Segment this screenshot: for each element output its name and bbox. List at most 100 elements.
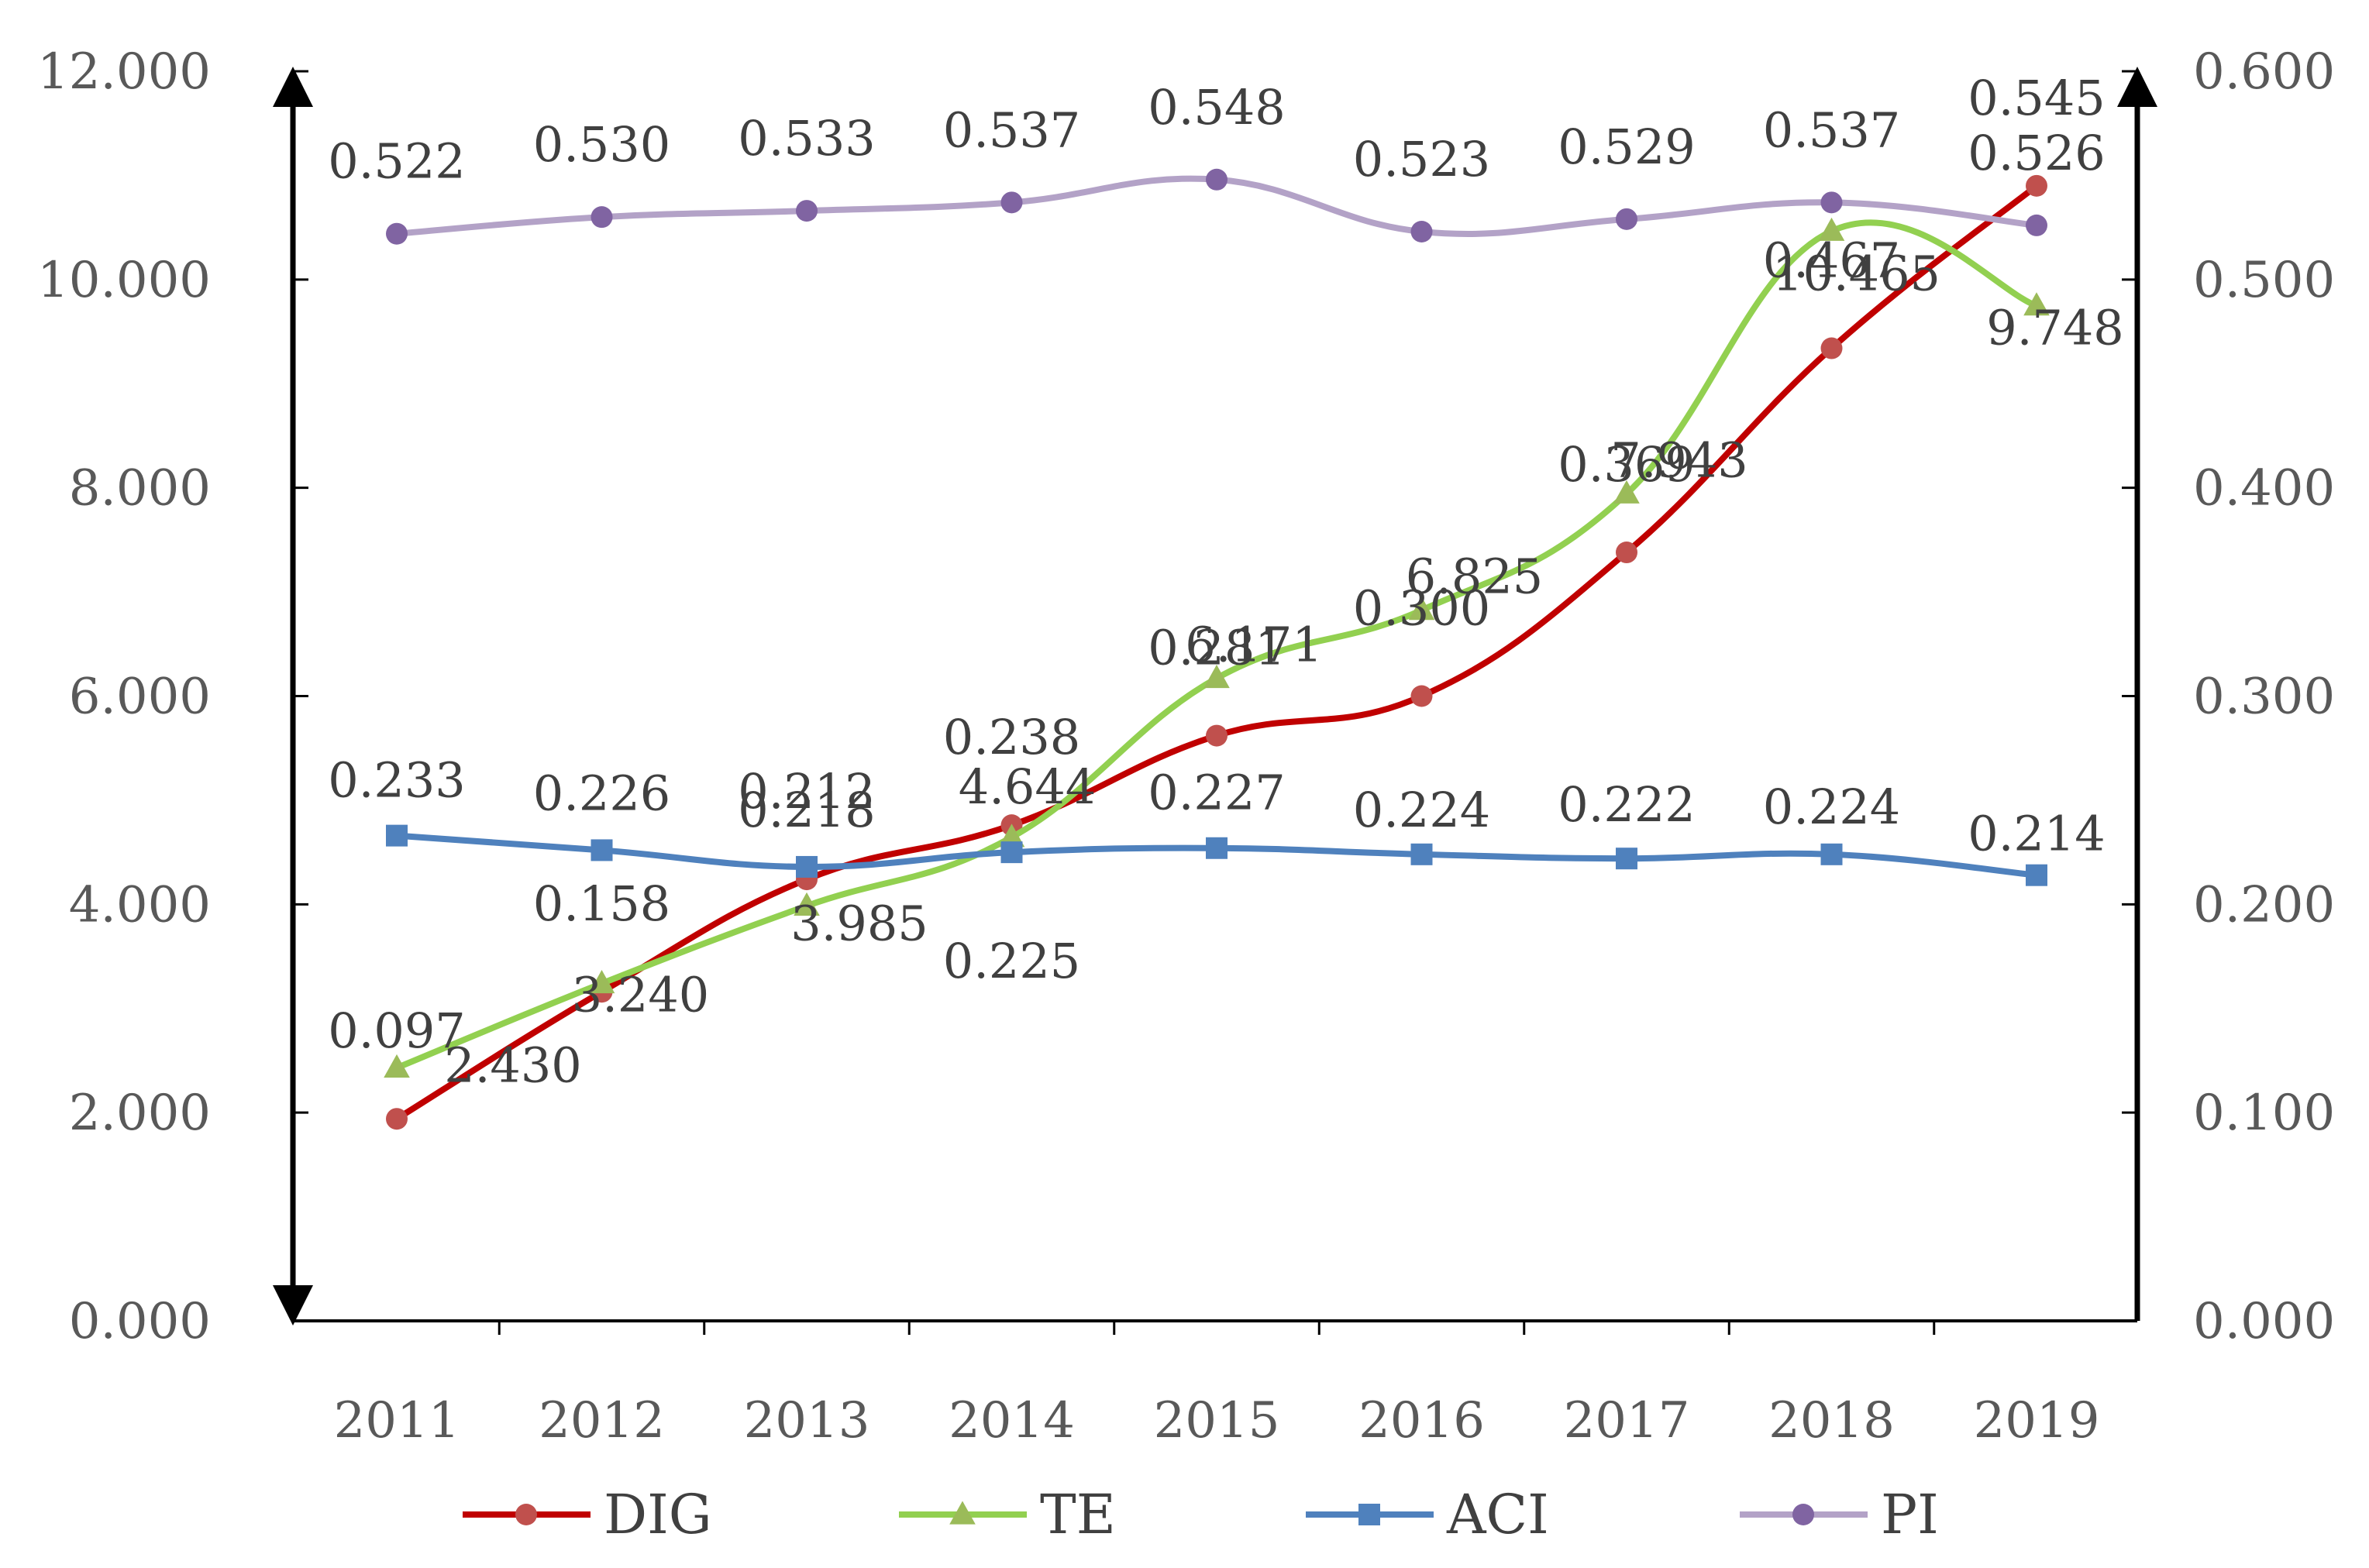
x-tick-label: 2016 — [1358, 1392, 1485, 1449]
aci-data-label: 0.222 — [1558, 776, 1696, 833]
left-tick-label: 2.000 — [69, 1085, 211, 1142]
pi-point-marker — [1206, 168, 1228, 191]
aci-point-marker — [1206, 837, 1228, 859]
series-layer — [384, 168, 2050, 1130]
left-tick-label: 6.000 — [69, 669, 211, 726]
te-point-marker — [794, 892, 820, 916]
dig-data-label: 0.467 — [1763, 232, 1901, 289]
left-tick-label: 4.000 — [69, 876, 211, 934]
pi-data-label: 0.522 — [328, 133, 466, 190]
left-tick-label: 12.000 — [37, 43, 211, 101]
dig-data-label: 0.212 — [738, 763, 876, 820]
dig-data-label: 0.281 — [1148, 620, 1286, 676]
dig-data-label: 0.545 — [1968, 70, 2106, 126]
dig-series-line — [394, 182, 2040, 1123]
x-tick-label: 2018 — [1768, 1392, 1895, 1449]
aci-data-label: 0.225 — [943, 933, 1081, 989]
te-series-line — [394, 219, 2040, 1071]
te-point-marker — [2023, 292, 2050, 316]
x-tick-label: 2017 — [1564, 1392, 1690, 1449]
te-data-label: 6.171 — [1185, 617, 1323, 673]
dig-data-label: 0.300 — [1353, 580, 1491, 637]
data-labels-layer: 0.097 0.158 0.212 0.238 0.281 0.300 0.369 0.467… — [328, 70, 2124, 1094]
pi-point-marker — [1820, 191, 1843, 214]
aci-point-marker — [591, 839, 613, 861]
right-tick-label: 0.400 — [2193, 460, 2335, 518]
left-tick-label: 0.000 — [69, 1293, 211, 1350]
dig-data-label: 0.097 — [328, 1002, 466, 1059]
dig-point-marker — [1206, 724, 1228, 747]
te-data-label: 2.430 — [444, 1037, 582, 1093]
right-tick-label: 0.300 — [2193, 669, 2335, 726]
left-tick-label: 8.000 — [69, 460, 211, 518]
te-data-label: 6.825 — [1406, 548, 1544, 605]
aci-point-marker — [1000, 841, 1023, 864]
pi-data-label: 0.530 — [533, 116, 671, 173]
x-tick-label: 2014 — [949, 1392, 1075, 1449]
legend-te-marker — [949, 1501, 976, 1525]
te-point-marker — [384, 1054, 410, 1078]
te-point-marker — [588, 969, 615, 994]
te-data-label: 4.644 — [959, 758, 1097, 815]
pi-data-label: 0.523 — [1353, 131, 1491, 187]
pi-data-label: 0.529 — [1558, 119, 1696, 175]
pi-data-label: 0.526 — [1968, 125, 2106, 181]
aci-data-label: 0.227 — [1148, 765, 1286, 821]
legend-pi-marker — [1792, 1504, 1814, 1525]
pi-data-label: 0.533 — [738, 110, 876, 167]
pi-data-label: 0.537 — [1763, 101, 1901, 158]
legend-dig-label: DIG — [604, 1483, 712, 1546]
right-tick-label: 0.500 — [2193, 252, 2335, 309]
aci-point-marker — [1616, 848, 1637, 870]
pi-point-marker — [796, 200, 818, 222]
dig-data-label: 0.158 — [533, 875, 671, 932]
x-tick-label: 2011 — [334, 1392, 460, 1449]
te-point-marker — [998, 824, 1025, 848]
aci-point-marker — [386, 824, 408, 847]
pi-point-marker — [1000, 191, 1023, 214]
aci-point-marker — [2026, 864, 2047, 886]
left-tick-label: 10.000 — [37, 252, 211, 309]
aci-data-label: 0.233 — [328, 752, 466, 809]
dig-point-marker — [2026, 174, 2047, 197]
dig-data-label: 0.369 — [1558, 436, 1696, 493]
aci-point-marker — [1410, 843, 1433, 865]
aci-data-label: 0.214 — [1968, 806, 2106, 862]
x-tick-label: 2012 — [539, 1392, 665, 1449]
legend-te-label: TE — [1040, 1483, 1116, 1546]
aci-point-marker — [1820, 843, 1843, 865]
aci-point-marker — [796, 855, 818, 878]
pi-point-marker — [386, 222, 408, 245]
right-tick-label: 0.100 — [2193, 1085, 2335, 1142]
x-tick-label: 2015 — [1154, 1392, 1280, 1449]
aci-data-label: 0.226 — [533, 765, 671, 821]
te-point-marker — [1818, 217, 1845, 241]
dig-point-marker — [1410, 685, 1433, 707]
te-point-marker — [1408, 597, 1435, 621]
te-data-label: 9.748 — [1986, 300, 2124, 356]
dig-point-marker — [386, 1108, 408, 1130]
pi-data-label: 0.548 — [1148, 79, 1286, 136]
dig-point-marker — [1616, 542, 1637, 564]
right-tick-label: 0.600 — [2193, 43, 2335, 101]
te-point-marker — [1203, 665, 1230, 689]
pi-point-marker — [2026, 214, 2047, 236]
x-tick-label: 2019 — [1974, 1392, 2100, 1449]
aci-data-label: 0.224 — [1353, 782, 1491, 838]
legend-dig-marker — [515, 1504, 537, 1525]
pi-point-marker — [1616, 208, 1637, 230]
aci-data-label: 0.218 — [738, 782, 876, 838]
te-data-label: 10.465 — [1772, 245, 1940, 301]
te-data-label: 3.240 — [572, 966, 710, 1023]
right-tick-label: 0.200 — [2193, 876, 2335, 934]
aci-data-label: 0.224 — [1763, 779, 1901, 835]
legend-pi-label: PI — [1881, 1483, 1939, 1546]
dig-point-marker — [1820, 337, 1843, 359]
legend-aci-marker — [1358, 1504, 1380, 1525]
pi-point-marker — [591, 206, 613, 229]
te-data-label: 3.985 — [790, 895, 928, 951]
x-tick-label: 2013 — [744, 1392, 870, 1449]
legend-aci-label: ACI — [1446, 1483, 1549, 1546]
te-data-label: 7.943 — [1610, 432, 1748, 488]
